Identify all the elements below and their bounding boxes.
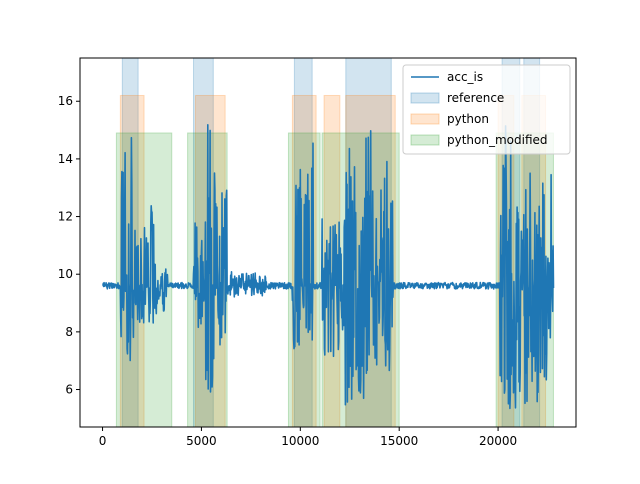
- x-tick-label: 20000: [479, 434, 517, 448]
- x-axis: 0 5000 10000 15000 20000: [99, 427, 517, 448]
- legend-label-python: python: [447, 112, 489, 126]
- legend-box: [402, 64, 571, 155]
- legend-label-reference: reference: [447, 91, 504, 105]
- y-tick-label: 6: [65, 383, 73, 397]
- x-tick-label: 15000: [380, 434, 418, 448]
- legend: acc_is reference python python_modified: [402, 64, 571, 155]
- plot-frame: [79, 57, 577, 428]
- x-tick-label: 0: [99, 434, 107, 448]
- y-tick-label: 8: [65, 325, 73, 339]
- y-tick-label: 14: [58, 152, 73, 166]
- legend-label-acc-is: acc_is: [447, 70, 483, 84]
- y-tick-label: 10: [58, 267, 73, 281]
- legend-swatch-reference: [410, 92, 440, 104]
- y-tick-label: 16: [58, 94, 73, 108]
- legend-label-python-modified: python_modified: [447, 133, 548, 147]
- line-layer: [102, 124, 555, 410]
- legend-swatch-python: [410, 113, 440, 125]
- x-tick-label: 5000: [186, 434, 217, 448]
- y-axis: 6 8 10 12 14 16: [58, 94, 80, 397]
- legend-swatch-python-modified: [410, 134, 440, 146]
- x-tick-label: 10000: [281, 434, 319, 448]
- acc-is-series-line: [102, 124, 555, 410]
- y-tick-label: 12: [58, 210, 73, 224]
